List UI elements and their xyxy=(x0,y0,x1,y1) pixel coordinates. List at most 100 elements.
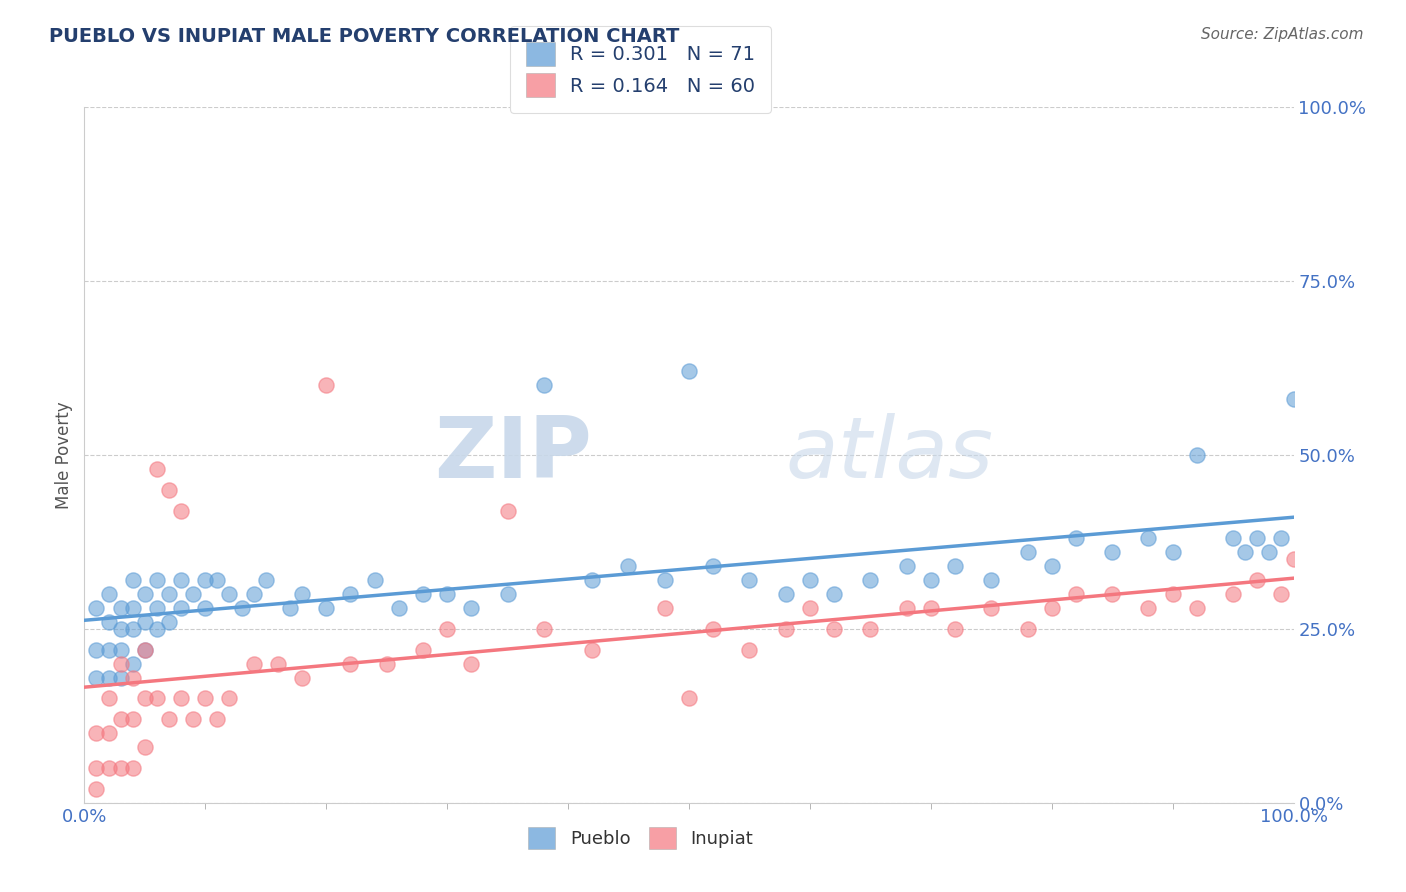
Point xyxy=(339,587,361,601)
Point xyxy=(1101,545,1123,559)
Point xyxy=(823,622,845,636)
Point xyxy=(97,761,120,775)
Point xyxy=(157,483,180,497)
Point xyxy=(678,364,700,378)
Point xyxy=(121,712,143,726)
Point xyxy=(121,601,143,615)
Point xyxy=(460,657,482,671)
Point xyxy=(1185,448,1208,462)
Point xyxy=(654,573,676,587)
Point xyxy=(121,622,143,636)
Point xyxy=(738,573,761,587)
Point xyxy=(146,601,169,615)
Point xyxy=(412,642,434,657)
Point xyxy=(460,601,482,615)
Point xyxy=(97,615,120,629)
Point xyxy=(896,559,918,574)
Point xyxy=(1040,559,1063,574)
Point xyxy=(738,642,761,657)
Point xyxy=(110,601,132,615)
Text: PUEBLO VS INUPIAT MALE POVERTY CORRELATION CHART: PUEBLO VS INUPIAT MALE POVERTY CORRELATI… xyxy=(49,27,679,45)
Point xyxy=(1222,587,1244,601)
Point xyxy=(134,691,156,706)
Point xyxy=(170,601,193,615)
Point xyxy=(533,378,555,392)
Y-axis label: Male Poverty: Male Poverty xyxy=(55,401,73,508)
Point xyxy=(581,642,603,657)
Point xyxy=(121,573,143,587)
Point xyxy=(1064,587,1087,601)
Point xyxy=(231,601,253,615)
Point xyxy=(170,503,193,517)
Point xyxy=(146,622,169,636)
Point xyxy=(617,559,640,574)
Point xyxy=(1064,532,1087,546)
Point xyxy=(496,587,519,601)
Point xyxy=(859,573,882,587)
Point xyxy=(363,573,385,587)
Point xyxy=(278,601,301,615)
Point xyxy=(943,559,966,574)
Point xyxy=(980,601,1002,615)
Point xyxy=(1137,532,1160,546)
Point xyxy=(134,642,156,657)
Point xyxy=(267,657,290,671)
Point xyxy=(1040,601,1063,615)
Point xyxy=(920,601,942,615)
Point xyxy=(134,615,156,629)
Point xyxy=(157,615,180,629)
Point xyxy=(388,601,411,615)
Text: atlas: atlas xyxy=(786,413,994,497)
Point xyxy=(1234,545,1257,559)
Point xyxy=(678,691,700,706)
Point xyxy=(896,601,918,615)
Point xyxy=(980,573,1002,587)
Point xyxy=(110,657,132,671)
Point xyxy=(194,691,217,706)
Point xyxy=(86,726,108,740)
Point xyxy=(315,601,337,615)
Point xyxy=(436,587,458,601)
Point xyxy=(86,601,108,615)
Text: Source: ZipAtlas.com: Source: ZipAtlas.com xyxy=(1201,27,1364,42)
Point xyxy=(775,587,797,601)
Point xyxy=(823,587,845,601)
Point xyxy=(375,657,398,671)
Point xyxy=(157,712,180,726)
Point xyxy=(920,573,942,587)
Point xyxy=(86,671,108,685)
Point xyxy=(1137,601,1160,615)
Point xyxy=(170,573,193,587)
Point xyxy=(1017,545,1039,559)
Point xyxy=(1185,601,1208,615)
Point xyxy=(315,378,337,392)
Point xyxy=(1246,573,1268,587)
Point xyxy=(134,587,156,601)
Point xyxy=(1017,622,1039,636)
Point xyxy=(181,587,204,601)
Point xyxy=(859,622,882,636)
Point xyxy=(799,573,821,587)
Point xyxy=(775,622,797,636)
Point xyxy=(97,587,120,601)
Point xyxy=(799,601,821,615)
Point xyxy=(1270,587,1292,601)
Point xyxy=(702,622,724,636)
Point xyxy=(97,691,120,706)
Point xyxy=(496,503,519,517)
Point xyxy=(242,657,264,671)
Point xyxy=(218,691,240,706)
Point xyxy=(412,587,434,601)
Point xyxy=(181,712,204,726)
Point xyxy=(654,601,676,615)
Point xyxy=(533,622,555,636)
Point xyxy=(581,573,603,587)
Point xyxy=(218,587,240,601)
Point xyxy=(207,573,229,587)
Point xyxy=(157,587,180,601)
Point xyxy=(1101,587,1123,601)
Point xyxy=(86,642,108,657)
Point xyxy=(146,573,169,587)
Point xyxy=(242,587,264,601)
Point xyxy=(134,642,156,657)
